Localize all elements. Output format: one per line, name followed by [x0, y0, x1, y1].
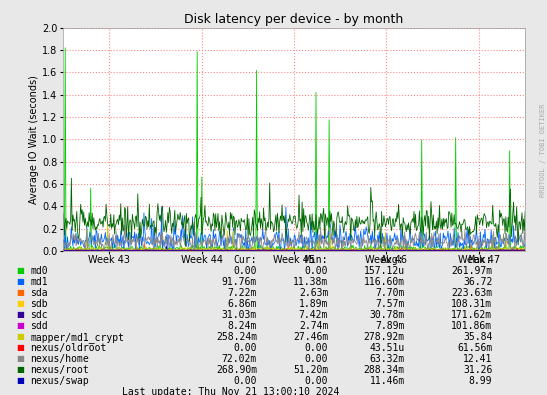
Text: 0.00: 0.00: [305, 354, 328, 364]
Text: 12.41: 12.41: [463, 354, 492, 364]
Text: 36.72: 36.72: [463, 277, 492, 287]
Text: 2.74m: 2.74m: [299, 321, 328, 331]
Text: nexus/root: nexus/root: [30, 365, 89, 375]
Title: Disk latency per device - by month: Disk latency per device - by month: [184, 13, 404, 26]
Text: 91.76m: 91.76m: [222, 277, 257, 287]
Text: 8.24m: 8.24m: [228, 321, 257, 331]
Text: 63.32m: 63.32m: [370, 354, 405, 364]
Text: ■: ■: [16, 288, 24, 297]
Text: sda: sda: [30, 288, 48, 298]
Text: 278.92m: 278.92m: [364, 332, 405, 342]
Text: 0.00: 0.00: [305, 376, 328, 386]
Text: 0.00: 0.00: [305, 343, 328, 353]
Text: 2.63m: 2.63m: [299, 288, 328, 298]
Text: 8.99: 8.99: [469, 376, 492, 386]
Text: 101.86m: 101.86m: [451, 321, 492, 331]
Text: nexus/swap: nexus/swap: [30, 376, 89, 386]
Text: 61.56m: 61.56m: [457, 343, 492, 353]
Text: 0.00: 0.00: [234, 376, 257, 386]
Text: ■: ■: [16, 332, 24, 341]
Text: RRDTOOL / TOBI OETIKER: RRDTOOL / TOBI OETIKER: [540, 103, 546, 197]
Text: 116.60m: 116.60m: [364, 277, 405, 287]
Text: Max:: Max:: [469, 255, 492, 265]
Text: 7.42m: 7.42m: [299, 310, 328, 320]
Text: mapper/md1_crypt: mapper/md1_crypt: [30, 332, 124, 343]
Text: ■: ■: [16, 354, 24, 363]
Text: 157.12u: 157.12u: [364, 266, 405, 276]
Text: 43.51u: 43.51u: [370, 343, 405, 353]
Text: 0.00: 0.00: [234, 343, 257, 353]
Text: 261.97m: 261.97m: [451, 266, 492, 276]
Text: 171.62m: 171.62m: [451, 310, 492, 320]
Text: md1: md1: [30, 277, 48, 287]
Text: 31.26: 31.26: [463, 365, 492, 375]
Y-axis label: Average IO Wait (seconds): Average IO Wait (seconds): [29, 75, 39, 204]
Text: Last update: Thu Nov 21 13:00:10 2024: Last update: Thu Nov 21 13:00:10 2024: [122, 387, 339, 395]
Text: 0.00: 0.00: [234, 266, 257, 276]
Text: 1.89m: 1.89m: [299, 299, 328, 309]
Text: 6.86m: 6.86m: [228, 299, 257, 309]
Text: ■: ■: [16, 299, 24, 308]
Text: Min:: Min:: [305, 255, 328, 265]
Text: 31.03m: 31.03m: [222, 310, 257, 320]
Text: 7.89m: 7.89m: [375, 321, 405, 331]
Text: 7.57m: 7.57m: [375, 299, 405, 309]
Text: 30.78m: 30.78m: [370, 310, 405, 320]
Text: md0: md0: [30, 266, 48, 276]
Text: 51.20m: 51.20m: [293, 365, 328, 375]
Text: ■: ■: [16, 310, 24, 319]
Text: ■: ■: [16, 376, 24, 386]
Text: 258.24m: 258.24m: [216, 332, 257, 342]
Text: ■: ■: [16, 321, 24, 330]
Text: 7.22m: 7.22m: [228, 288, 257, 298]
Text: Avg:: Avg:: [381, 255, 405, 265]
Text: ■: ■: [16, 343, 24, 352]
Text: nexus/oldroot: nexus/oldroot: [30, 343, 107, 353]
Text: sdb: sdb: [30, 299, 48, 309]
Text: 27.46m: 27.46m: [293, 332, 328, 342]
Text: 72.02m: 72.02m: [222, 354, 257, 364]
Text: sdc: sdc: [30, 310, 48, 320]
Text: sdd: sdd: [30, 321, 48, 331]
Text: ■: ■: [16, 365, 24, 374]
Text: nexus/home: nexus/home: [30, 354, 89, 364]
Text: 35.84: 35.84: [463, 332, 492, 342]
Text: ■: ■: [16, 266, 24, 275]
Text: 223.63m: 223.63m: [451, 288, 492, 298]
Text: Cur:: Cur:: [234, 255, 257, 265]
Text: 11.38m: 11.38m: [293, 277, 328, 287]
Text: 11.46m: 11.46m: [370, 376, 405, 386]
Text: ■: ■: [16, 277, 24, 286]
Text: 0.00: 0.00: [305, 266, 328, 276]
Text: 288.34m: 288.34m: [364, 365, 405, 375]
Text: 268.90m: 268.90m: [216, 365, 257, 375]
Text: 108.31m: 108.31m: [451, 299, 492, 309]
Text: 7.70m: 7.70m: [375, 288, 405, 298]
